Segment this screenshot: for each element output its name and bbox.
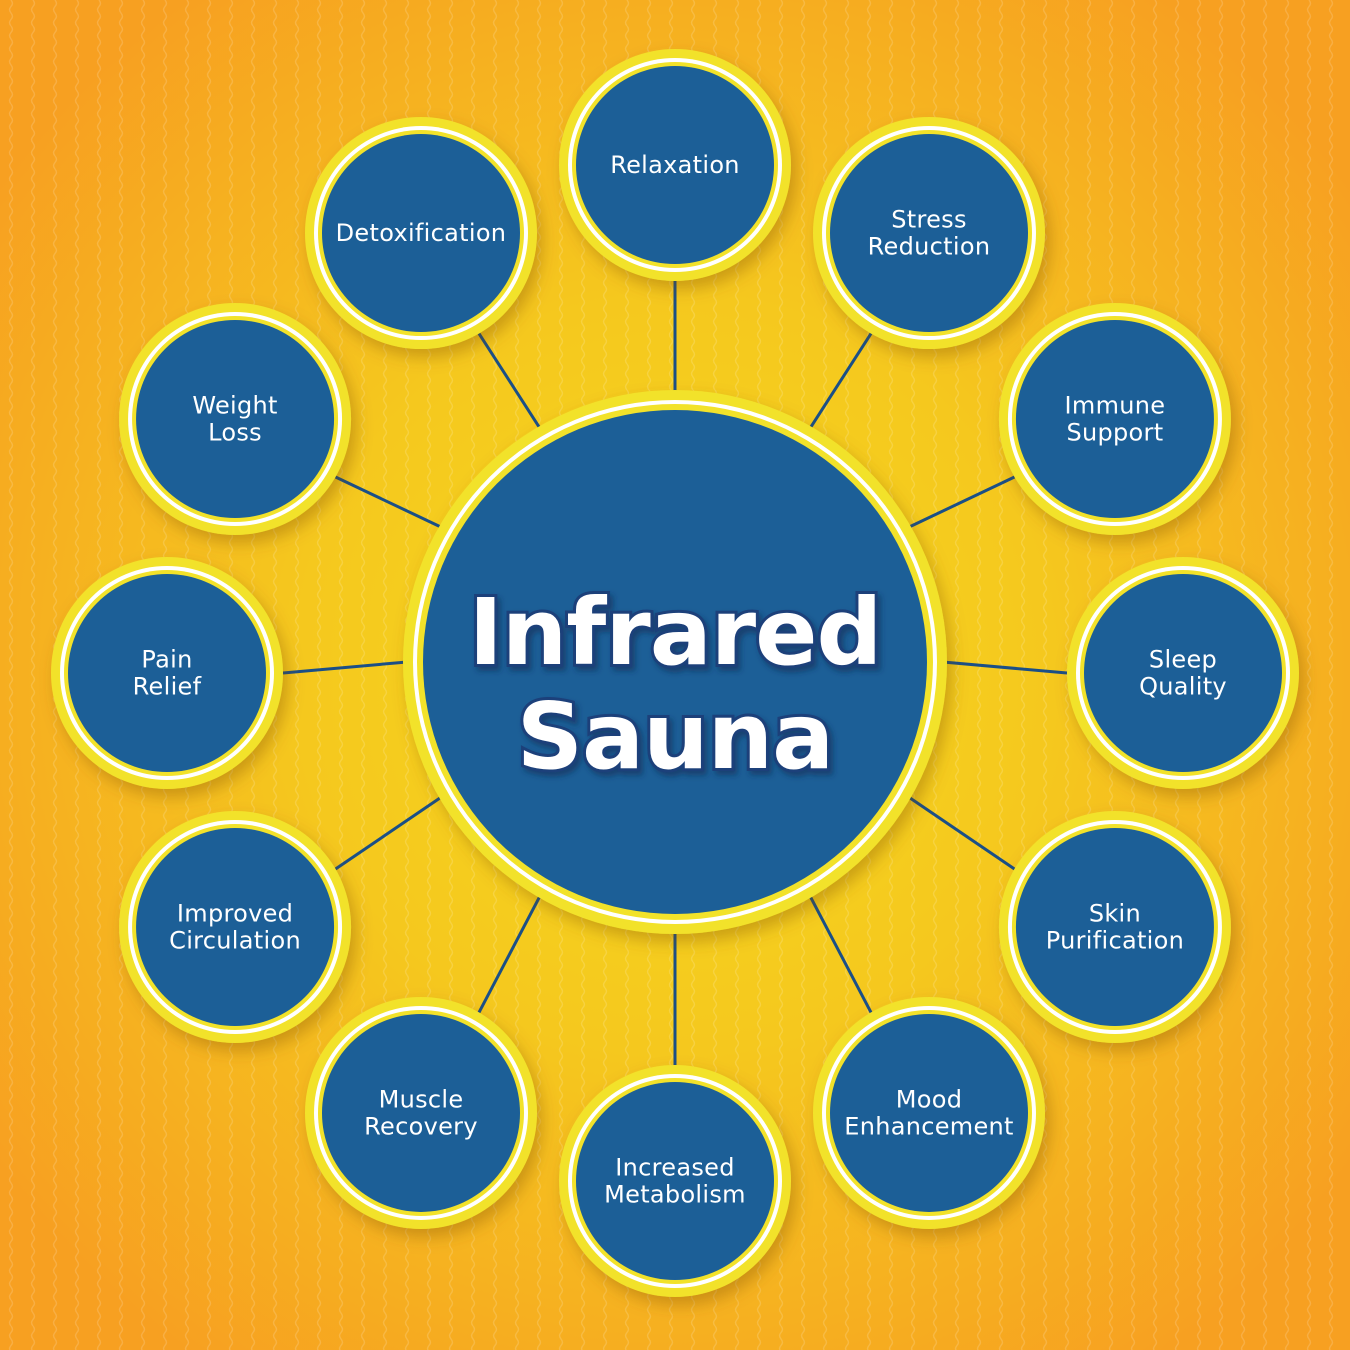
benefit-label-relaxation-line-1: Relaxation	[610, 151, 740, 179]
benefit-circle-fill	[1015, 320, 1214, 518]
benefit-circle-fill	[322, 134, 520, 333]
benefit-circle-fill	[136, 828, 335, 1026]
benefit-label-muscle-recovery-line-1: Muscle	[379, 1085, 464, 1113]
connector-stress-reduction	[807, 332, 873, 431]
benefit-label-stress-reduction-line-1: Stress	[891, 206, 967, 234]
connector-improved-circulation	[334, 794, 444, 871]
center-title: Infrared Sauna	[466, 576, 886, 793]
benefit-label-improved-circulation-line-2: Circulation	[169, 927, 301, 955]
benefit-circle-fill	[1084, 574, 1282, 772]
benefit-circle-fill	[576, 66, 774, 264]
benefit-label-weight-loss-line-2: Loss	[208, 419, 262, 447]
benefit-circle-fill	[1015, 828, 1214, 1026]
connector-muscle-recovery	[477, 893, 543, 1014]
benefit-circle-fill	[136, 320, 335, 518]
connector-sleep-quality	[942, 660, 1068, 675]
benefit-label-increased-metabolism-line-2: Metabolism	[604, 1181, 746, 1209]
connector-immune-support	[906, 475, 1016, 530]
connector-mood-enhancement	[807, 893, 873, 1014]
benefit-label-pain-relief-line-1: Pain	[141, 646, 192, 674]
benefit-label-weight-loss-line-1: Weight	[192, 392, 277, 420]
benefit-label-skin-purification-line-1: Skin	[1089, 900, 1141, 928]
benefit-circle-fill	[68, 574, 266, 772]
benefit-node-relaxation: Relaxation	[559, 49, 791, 281]
center-hub	[403, 390, 947, 934]
benefit-label-muscle-recovery-line-2: Recovery	[364, 1112, 478, 1140]
benefit-label-mood-enhancement-line-2: Enhancement	[844, 1112, 1014, 1140]
title-line-2: Sauna	[517, 683, 833, 790]
benefit-label-increased-metabolism-line-1: Increased	[615, 1154, 735, 1182]
connector-detoxification	[477, 332, 543, 431]
connector-skin-purification	[906, 794, 1016, 871]
center-hub-circle	[423, 410, 927, 914]
benefit-nodes: RelaxationStressReductionImmuneSupportSl…	[51, 49, 1299, 1297]
benefit-label-skin-purification-line-2: Purification	[1046, 927, 1184, 955]
benefit-label-mood-enhancement-line-1: Mood	[896, 1085, 963, 1113]
connector-pain-relief	[282, 660, 408, 675]
benefit-label-immune-support-line-2: Support	[1066, 419, 1163, 447]
benefit-circle-fill	[830, 1013, 1028, 1212]
title-line-1: Infrared	[469, 579, 882, 686]
benefit-label-improved-circulation-line-1: Improved	[177, 900, 293, 928]
connector-lines	[282, 281, 1068, 1065]
benefit-label-immune-support-line-1: Immune	[1065, 392, 1166, 420]
benefit-label-sleep-quality-line-1: Sleep	[1149, 646, 1217, 674]
benefit-label-detoxification-line-1: Detoxification	[336, 219, 507, 247]
benefit-label-stress-reduction-line-2: Reduction	[868, 233, 991, 261]
benefit-label-pain-relief-line-2: Relief	[133, 673, 202, 701]
benefit-label-sleep-quality-line-2: Quality	[1139, 673, 1227, 701]
connector-weight-loss	[334, 475, 444, 530]
benefit-circle-fill	[322, 1013, 520, 1212]
benefit-node-detoxification: Detoxification	[305, 117, 537, 350]
benefit-circle-fill	[576, 1082, 774, 1280]
benefit-circle-fill	[830, 134, 1028, 333]
